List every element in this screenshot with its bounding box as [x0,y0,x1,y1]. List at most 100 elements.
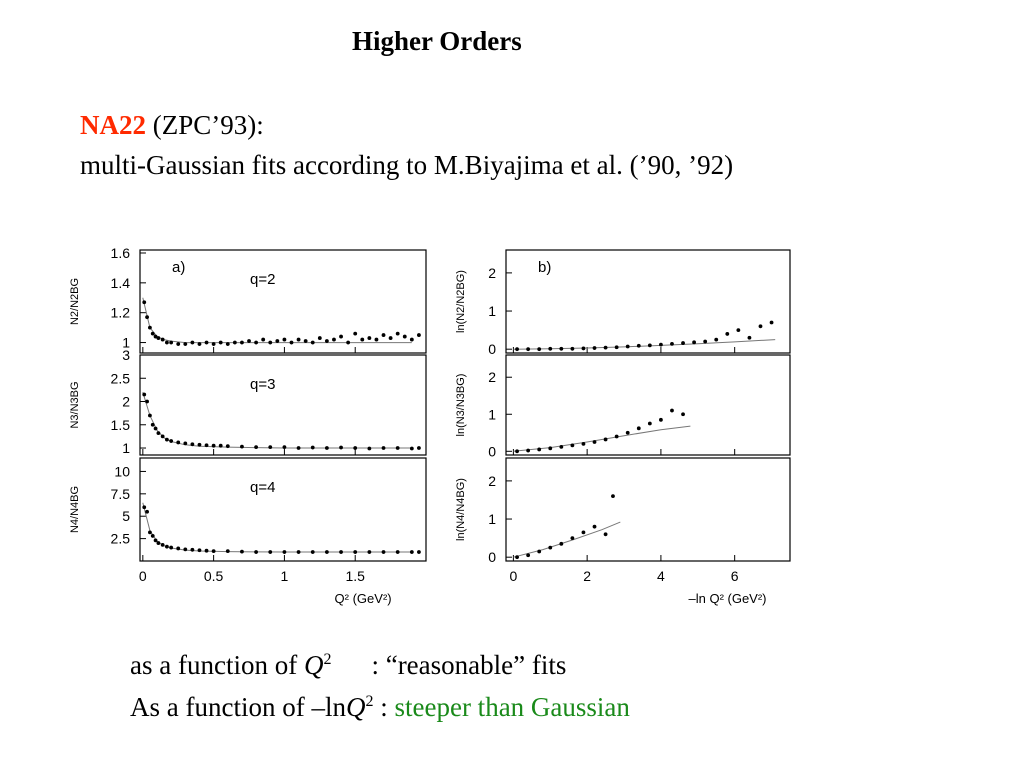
panel4-data-point [559,346,564,351]
panel3-xtick-label: 1 [281,568,289,584]
conclusion-lnq2-colon: : [373,692,395,722]
conclusion-q2-post: : “reasonable” fits [371,650,567,680]
panel2-data-point [156,431,161,436]
panel3-data-point [150,534,155,538]
panel5-fit-curve [513,425,691,452]
conclusion-lnq2-pre: As a function of –ln [130,692,346,722]
panel5-data-point [636,426,641,431]
panel2-data-point [282,445,287,449]
panel6-xlabel: –ln Q² (GeV²) [689,591,767,606]
panel1-frame [139,249,427,354]
panel6-ytick-label: 1 [488,511,496,527]
panel4-data-point [714,337,719,342]
panel1-data-point [289,340,294,345]
panel5-frame [505,354,791,456]
panel2-ytick-label: 2.5 [111,370,131,386]
panel2-data-point [240,444,244,449]
panel5-data-point [559,444,564,449]
panel1-data-point [324,339,329,343]
panel2-data-point [148,413,152,418]
panel2-data-point [254,445,258,449]
panel2-data-point [324,446,329,450]
panel3-data-point [197,548,202,553]
panel4-data-point [670,341,674,346]
panel5-data-point [681,412,685,417]
panel1-data-point [142,300,147,305]
panel1-ytick-label: 1.2 [111,305,131,321]
panel4-panel-tag: b) [538,259,551,276]
panel3-xlabel: Q² (GeV²) [335,591,392,606]
panel1-fit-curve [142,297,412,344]
panel6-data-point [526,553,531,558]
panel6-fit-curve [513,521,621,558]
panel1-data-point [150,331,155,336]
panel4-data-point [592,346,597,350]
panel1-data-point [402,334,407,339]
panel2-data-point [160,434,165,439]
panel3-data-point [395,550,400,554]
panel1-data-point [240,340,244,345]
panel2-fit-curve [142,392,412,449]
panel5-data-point [659,417,663,422]
panel5-data-point [526,448,531,453]
panel3-data-point [169,545,174,550]
panel3-data-point [324,550,329,554]
panel4-data-point [636,343,641,348]
panel5-ytick-label: 0 [488,443,496,459]
panel5-data-point [647,421,652,426]
panel2-data-point [268,445,273,449]
panel2-data-point [169,439,174,443]
panel4-data-point [537,347,542,352]
panel4-fit-curve [513,339,776,350]
conclusion-q2-var: Q [303,650,324,680]
panel4-data-point [570,346,575,351]
panel2-frame [139,354,427,456]
panel1-data-point [275,339,280,343]
panel6-data-point [581,530,586,535]
panel4-ytick-label: 1 [488,303,496,319]
panel2-ytick-label: 3 [122,347,130,363]
panel1-data-point [197,342,202,346]
panel4-data-point [681,341,685,345]
panel4-data-point [526,347,531,352]
panel6-data-point [548,545,553,550]
panel6-data-point [570,536,575,541]
panel2-data-point [145,399,149,404]
panel4-data-point [703,339,708,344]
panel4-data-point [614,345,619,350]
panel1-data-point [346,340,351,345]
panel1-data-point [247,339,251,343]
panel3-ytick-label: 5 [122,508,130,524]
panel4-data-point [603,345,608,350]
panel2-data-point [367,446,372,451]
panel3-data-point [142,505,147,510]
panel3-data-point [367,550,372,554]
panel6-xtick-label: 4 [657,568,665,584]
panel1-data-point [225,342,230,346]
panel3-data-point [339,550,343,554]
panel5-data-point [581,441,586,446]
reference-line: NA22 (ZPC’93): [80,110,264,141]
panel4-data-point [692,340,697,345]
panel6-data-point [515,555,519,560]
panel1-ylabel: N2/N2BG [69,278,81,325]
panel3-data-point [296,550,301,554]
panel1-data-point [367,336,372,340]
panel2-data-point [310,445,315,450]
panel2-ytick-label: 1.5 [111,417,131,433]
panel3-data-point [190,547,195,552]
panel6-data-point [559,541,564,546]
panel1-data-point [332,337,336,342]
panel4-ytick-label: 2 [488,265,496,281]
panel4-ylabel: ln(N2/N2BG) [455,270,467,333]
panel1-data-point [254,340,258,345]
panel6-xtick-label: 0 [509,568,517,584]
panel6-data-point [603,532,608,537]
panel1-data-point [156,336,161,340]
panel5-data-point [592,440,597,444]
panel3-frame [139,457,427,562]
panel1-data-point [211,342,216,346]
panel3-data-point [381,550,386,554]
panel6-data-point [611,494,615,499]
